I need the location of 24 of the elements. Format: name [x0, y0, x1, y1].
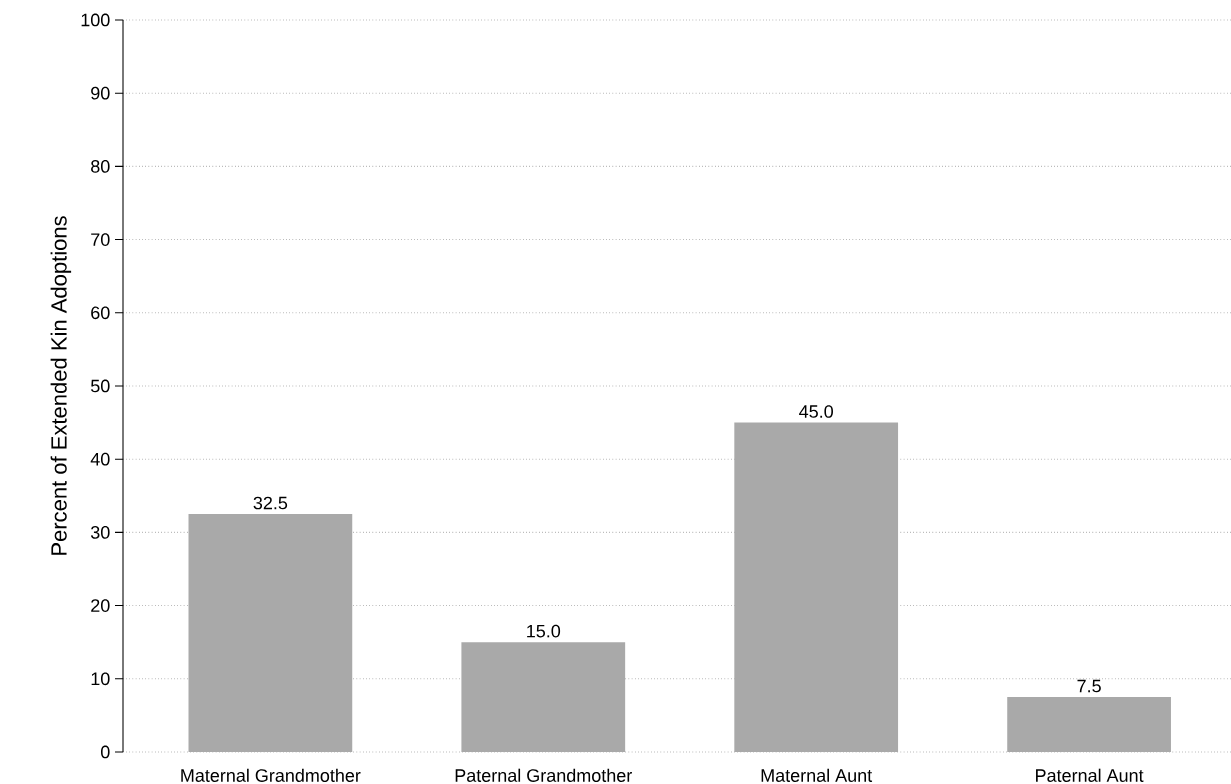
bar	[734, 422, 899, 752]
y-tick-label: 10	[91, 672, 110, 686]
y-axis-title: Percent of Extended Kin Adoptions	[50, 216, 72, 555]
y-tick-label: 0	[100, 745, 110, 759]
data-label: 32.5	[253, 496, 288, 510]
y-tick-label: 80	[91, 160, 110, 173]
y-tick-label: 100	[81, 13, 110, 27]
x-tick-label: Maternal Aunt	[761, 768, 873, 782]
x-tick-label: Paternal Grandmother	[455, 768, 632, 782]
bar	[1007, 697, 1171, 752]
data-label: 45.0	[799, 405, 833, 418]
bar	[461, 642, 626, 752]
y-tick-label: 50	[90, 379, 110, 393]
y-tick-label: 70	[91, 233, 110, 246]
y-tick-label: 20	[91, 599, 110, 612]
data-label: 15.0	[527, 624, 561, 638]
y-tick-label: 30	[90, 526, 110, 539]
y-tick-label: 60	[91, 306, 110, 320]
y-tick-label: 90	[91, 86, 110, 100]
bar	[188, 514, 353, 752]
y-tick-label: 40	[90, 452, 110, 466]
data-label: 7.5	[1077, 679, 1101, 693]
x-tick-label: Maternal Grandmother	[181, 768, 361, 782]
x-tick-label: Paternal Aunt	[1036, 768, 1144, 782]
